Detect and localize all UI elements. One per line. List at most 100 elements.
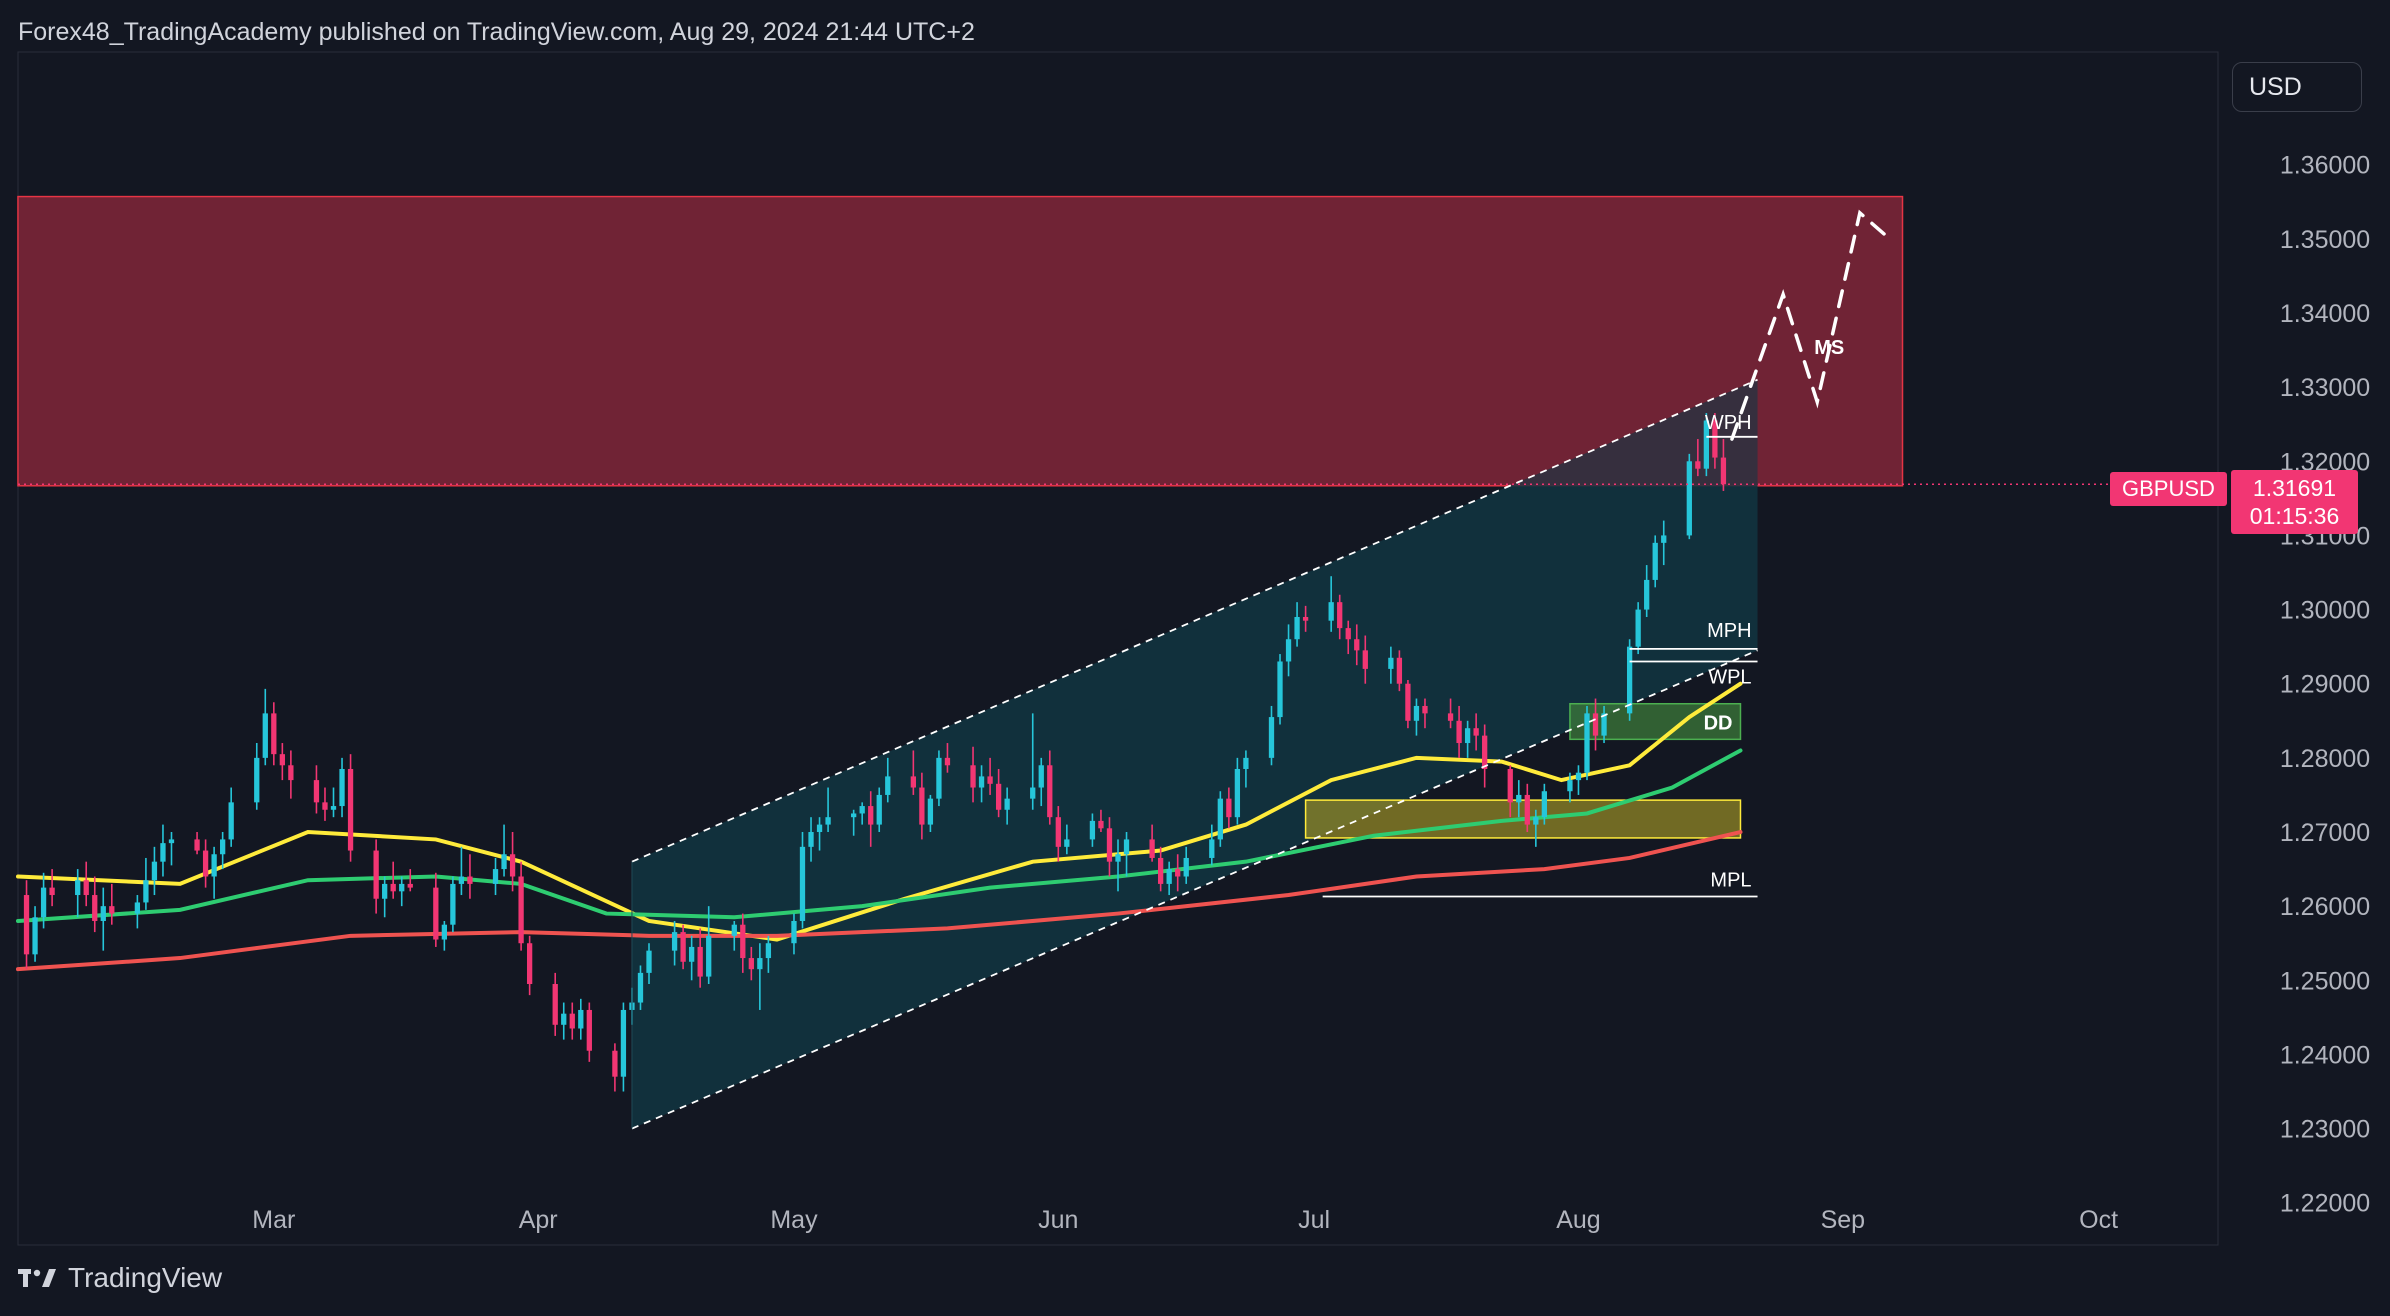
candle-body xyxy=(433,887,439,940)
candle-body xyxy=(75,880,81,896)
candle-body xyxy=(637,972,644,1003)
candle-body xyxy=(1149,839,1155,858)
candle-body xyxy=(1644,579,1650,610)
candle-body xyxy=(552,984,558,1025)
y-tick-label: 1.29000 xyxy=(2280,671,2370,699)
candle xyxy=(1422,698,1428,729)
candle xyxy=(578,998,584,1040)
candle-body xyxy=(910,776,916,788)
candle xyxy=(1285,624,1292,677)
candle xyxy=(740,913,746,973)
candle-body xyxy=(151,861,158,881)
candle xyxy=(552,972,558,1036)
candle-body xyxy=(1004,798,1010,810)
wph-label: WPH xyxy=(1705,412,1752,434)
candle-body xyxy=(569,1013,575,1029)
candle-body xyxy=(944,757,951,766)
candle-body xyxy=(927,798,934,825)
candle-body xyxy=(313,780,320,803)
candle xyxy=(1217,791,1223,847)
candle-body xyxy=(228,802,234,840)
candle xyxy=(322,787,328,821)
candle xyxy=(697,928,703,988)
candle-body xyxy=(526,943,533,985)
price-axis: 1.360001.350001.340001.330001.320001.310… xyxy=(2280,152,2370,1218)
candle xyxy=(885,757,891,803)
candle-body xyxy=(1626,646,1633,714)
candle-body xyxy=(83,880,89,896)
candle xyxy=(1388,646,1394,684)
candle-body xyxy=(390,883,396,892)
candle-body xyxy=(1226,798,1232,818)
candle xyxy=(1098,809,1104,833)
candle xyxy=(1524,783,1530,833)
candle-body xyxy=(1592,713,1599,736)
candle-body xyxy=(202,850,209,877)
candle-body xyxy=(492,869,499,884)
candle xyxy=(612,1043,618,1092)
candle xyxy=(1575,765,1582,795)
candle-body xyxy=(978,776,985,788)
currency-label: USD xyxy=(2249,72,2302,101)
candle xyxy=(757,943,763,1010)
candle xyxy=(32,906,38,962)
candle-body xyxy=(1507,768,1513,803)
candle-body xyxy=(254,757,260,803)
candle-body xyxy=(518,876,524,944)
candle-body xyxy=(995,783,1002,810)
y-tick-label: 1.22000 xyxy=(2280,1190,2370,1218)
tradingview-footer[interactable]: TradingView xyxy=(18,1262,222,1294)
candle xyxy=(1268,705,1275,766)
currency-selector[interactable]: USD xyxy=(2232,62,2362,112)
candle xyxy=(1183,846,1189,884)
tradingview-logo-icon xyxy=(18,1269,56,1287)
candle xyxy=(143,857,149,910)
candle-body xyxy=(646,950,652,973)
candle-body xyxy=(885,776,891,795)
candle-body xyxy=(1695,461,1701,469)
candle-body xyxy=(731,924,737,936)
y-tick-label: 1.30000 xyxy=(2280,597,2370,625)
candle xyxy=(816,817,823,851)
x-tick-label: Jul xyxy=(1298,1206,1330,1234)
candle xyxy=(808,817,814,862)
candle-body xyxy=(1362,650,1368,669)
candle-body xyxy=(1157,857,1164,884)
candle xyxy=(1157,846,1164,892)
candle xyxy=(279,743,285,781)
candle-body xyxy=(322,802,328,810)
candle xyxy=(1038,757,1044,807)
candle-body xyxy=(1209,839,1215,858)
tradingview-brand: TradingView xyxy=(68,1262,223,1293)
candle-body xyxy=(1524,794,1530,825)
candle xyxy=(1626,639,1633,721)
candle xyxy=(100,887,106,951)
candle xyxy=(373,839,379,914)
candle-body xyxy=(1055,817,1061,847)
x-tick-label: Mar xyxy=(252,1206,295,1234)
candle-body xyxy=(561,1013,567,1025)
candle-body xyxy=(808,832,814,847)
candle xyxy=(1584,705,1590,781)
y-tick-label: 1.34000 xyxy=(2280,300,2370,328)
candle-body xyxy=(876,794,882,825)
candle-body xyxy=(1720,457,1727,485)
y-tick-label: 1.25000 xyxy=(2280,967,2370,995)
candle xyxy=(458,846,465,896)
candle-body xyxy=(851,813,857,818)
candle-body xyxy=(671,932,678,951)
candle-body xyxy=(1601,713,1607,736)
candle xyxy=(202,839,209,888)
candle-body xyxy=(1354,639,1360,651)
candle xyxy=(347,754,354,862)
candle-body xyxy=(1584,713,1590,773)
bar-countdown: 01:15:36 xyxy=(2249,503,2340,529)
candle-body xyxy=(134,902,141,914)
candle xyxy=(1055,806,1061,862)
candle-body xyxy=(467,876,473,884)
candle xyxy=(399,876,405,907)
candle xyxy=(271,702,277,766)
candle-body xyxy=(936,757,942,799)
